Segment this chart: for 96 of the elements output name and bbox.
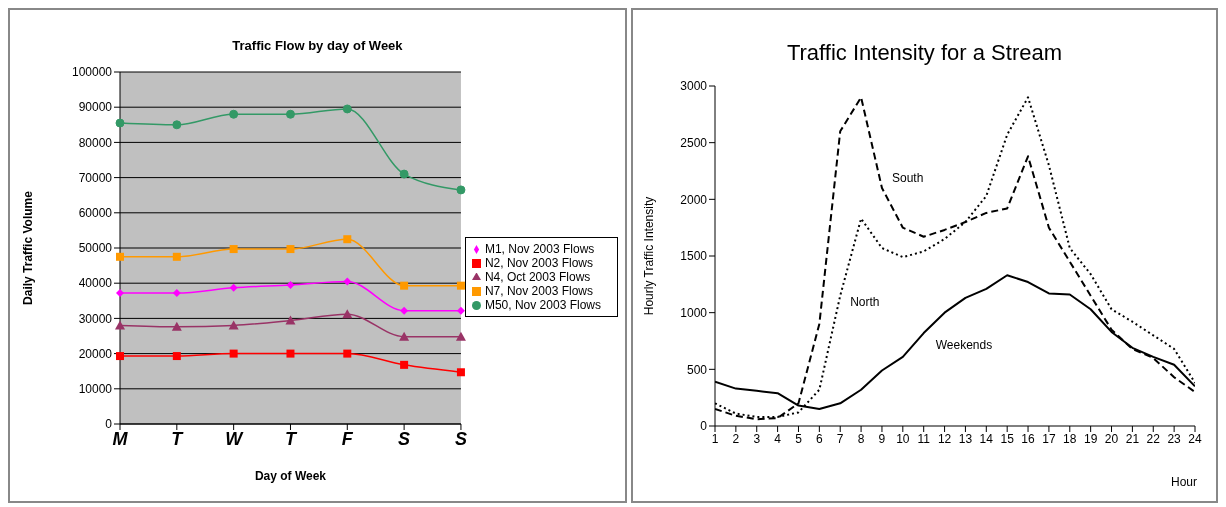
series-label: North xyxy=(850,294,880,309)
x-tick-label: 24 xyxy=(1188,431,1202,446)
x-tick-label: 22 xyxy=(1146,431,1161,446)
y-tick-label: 80000 xyxy=(78,135,113,150)
x-tick-label: 9 xyxy=(878,431,886,446)
x-tick-label: S xyxy=(398,428,411,449)
y-axis-title: Hourly Traffic Intensity xyxy=(642,196,657,316)
point xyxy=(456,281,465,290)
x-tick-label: 10 xyxy=(896,431,910,446)
x-tick-label: 1 xyxy=(711,431,719,446)
x-tick-label: T xyxy=(171,428,185,449)
x-tick-label: M xyxy=(112,428,129,449)
point xyxy=(286,280,295,289)
y-tick-label: 90000 xyxy=(78,100,113,115)
x-axis-title: Day of Week xyxy=(254,469,327,483)
y-tick-label: 0 xyxy=(700,419,708,434)
point xyxy=(342,309,353,319)
y-tick-label: 60000 xyxy=(78,206,113,221)
point xyxy=(172,120,182,130)
y-tick-label: 50000 xyxy=(78,241,113,256)
x-tick-label: 15 xyxy=(1000,431,1015,446)
point xyxy=(399,169,409,179)
y-tick-label: 500 xyxy=(686,362,708,377)
x-tick-label: 20 xyxy=(1104,431,1119,446)
y-tick-label: 20000 xyxy=(78,346,113,361)
point xyxy=(400,306,409,315)
chart-title: Traffic Intensity for a Stream xyxy=(785,40,1063,67)
y-tick-label: 1500 xyxy=(680,249,708,264)
x-tick-label: 19 xyxy=(1083,431,1098,446)
x-tick-label: 21 xyxy=(1125,431,1140,446)
y-tick-label: 70000 xyxy=(78,170,113,185)
point xyxy=(342,104,352,114)
x-tick-label: 12 xyxy=(937,431,952,446)
x-tick-label: 18 xyxy=(1063,431,1077,446)
point xyxy=(456,306,465,315)
x-tick-label: T xyxy=(284,428,298,449)
y-tick-label: 1000 xyxy=(680,305,708,320)
point xyxy=(400,360,409,369)
point xyxy=(229,283,238,292)
x-tick-label: 16 xyxy=(1021,431,1035,446)
series-label: South xyxy=(891,171,924,185)
y-tick-label: 30000 xyxy=(78,311,113,326)
x-tick-label: 17 xyxy=(1042,431,1056,446)
legend-label: N4, Oct 2003 Flows xyxy=(484,270,591,284)
point xyxy=(399,331,410,341)
point xyxy=(343,235,352,244)
x-tick-label: W xyxy=(225,428,245,449)
y-tick-label: 3000 xyxy=(680,79,708,94)
point xyxy=(228,320,239,330)
point xyxy=(286,245,295,254)
x-tick-label: 8 xyxy=(857,431,865,446)
x-tick-label: 7 xyxy=(836,431,844,446)
point xyxy=(286,349,295,358)
x-tick-label: 4 xyxy=(774,431,782,446)
point xyxy=(171,321,182,331)
point xyxy=(343,277,352,286)
y-tick-label: 0 xyxy=(105,417,113,432)
x-tick-label: 11 xyxy=(917,431,931,446)
x-tick-label: 3 xyxy=(753,431,761,446)
x-tick-label: S xyxy=(454,428,467,449)
x-tick-label: F xyxy=(341,428,354,449)
point xyxy=(456,368,465,377)
point xyxy=(456,185,466,195)
point xyxy=(285,109,295,119)
legend-label: N2, Nov 2003 Flows xyxy=(484,256,593,270)
x-tick-label: 13 xyxy=(958,431,973,446)
point xyxy=(172,252,181,261)
point xyxy=(455,331,466,341)
point xyxy=(229,109,239,119)
point xyxy=(285,315,296,325)
x-axis-title: Hour xyxy=(1170,475,1197,489)
legend-label: N7, Nov 2003 Flows xyxy=(484,284,593,298)
x-tick-label: 14 xyxy=(979,431,994,446)
legend-label: M1, Nov 2003 Flows xyxy=(484,242,595,256)
point xyxy=(115,118,125,128)
point xyxy=(172,289,181,298)
x-tick-label: 2 xyxy=(732,431,740,446)
x-tick-label: 23 xyxy=(1167,431,1182,446)
y-axis-title: Daily Traffic Volume xyxy=(21,190,36,305)
y-tick-label: 2500 xyxy=(680,135,708,150)
series-label: Weekends xyxy=(935,338,993,353)
legend-label: M50, Nov 2003 Flows xyxy=(484,298,601,312)
point xyxy=(229,245,238,254)
x-tick-label: 5 xyxy=(795,431,803,446)
y-tick-label: 10000 xyxy=(78,382,113,397)
y-tick-label: 40000 xyxy=(78,276,113,291)
y-tick-label: 100000 xyxy=(71,65,113,80)
point xyxy=(400,281,409,290)
x-tick-label: 6 xyxy=(815,431,823,446)
point xyxy=(116,289,124,298)
point xyxy=(172,352,181,361)
chart-title: Traffic Flow by day of Week xyxy=(231,38,404,55)
point xyxy=(229,349,238,358)
y-tick-label: 2000 xyxy=(680,192,708,207)
point xyxy=(116,252,124,261)
point xyxy=(343,349,352,358)
